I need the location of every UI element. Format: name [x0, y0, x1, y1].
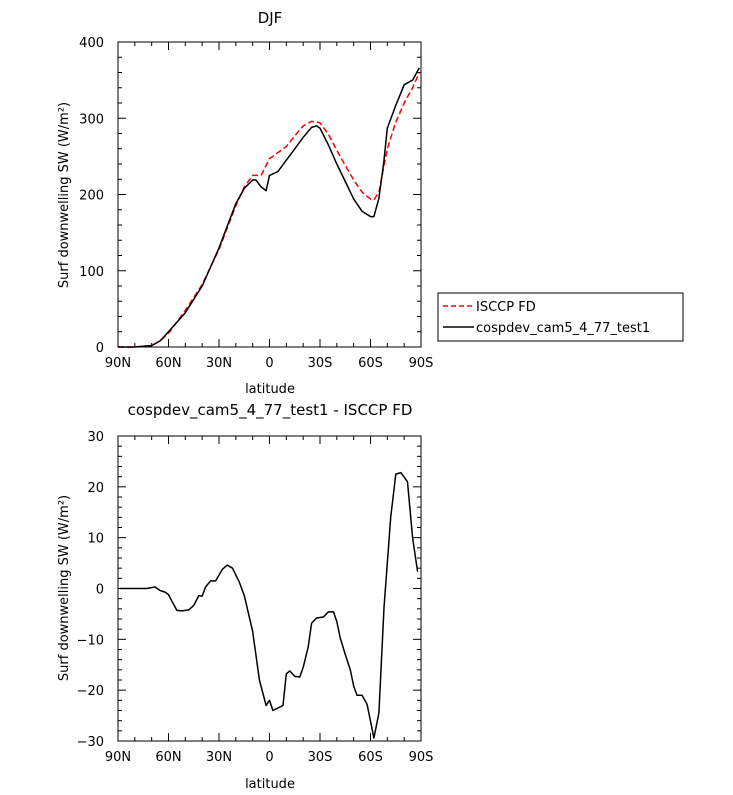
chart-title: cospdev_cam5_4_77_test1 - ISCCP FD	[128, 401, 413, 420]
x-tick-label: 90N	[105, 356, 131, 371]
x-tick-label: 30S	[308, 356, 333, 371]
x-axis-label: latitude	[245, 382, 295, 397]
x-tick-label: 90N	[105, 750, 131, 765]
y-tick-label: −30	[77, 735, 104, 750]
legend-label-model: cospdev_cam5_4_77_test1	[476, 321, 650, 336]
x-tick-label: 0	[265, 750, 273, 765]
legend-label-isccp: ISCCP FD	[476, 300, 536, 315]
y-tick-label: 0	[96, 341, 104, 356]
y-tick-label: 30	[87, 430, 104, 445]
y-axis-label: Surf downwelling SW (W/m²)	[57, 102, 72, 288]
legend-box	[437, 292, 684, 342]
x-tick-label: 90S	[409, 356, 434, 371]
climatology-chart: DJF latitude Surf downwelling SW (W/m²) …	[57, 9, 433, 397]
y-tick-label: 100	[79, 265, 104, 280]
x-tick-label: 30S	[308, 750, 333, 765]
axis-ticks: 90N 60N 30N 0 30S 60S 90S 0 100 200 300 400	[79, 36, 433, 371]
x-tick-label: 30N	[206, 356, 232, 371]
series-line-0	[119, 471, 419, 739]
x-tick-label: 0	[265, 356, 273, 371]
x-tick-label: 60N	[155, 356, 181, 371]
x-tick-label: 60S	[358, 356, 383, 371]
plot-frame	[117, 41, 422, 348]
x-tick-label: 60N	[155, 750, 181, 765]
difference-chart: cospdev_cam5_4_77_test1 - ISCCP FD latit…	[57, 401, 433, 792]
y-tick-label: 20	[87, 481, 104, 496]
x-tick-label: 30N	[206, 750, 232, 765]
x-tick-label: 90S	[409, 750, 434, 765]
series-line-0	[118, 72, 420, 348]
y-tick-label: 400	[79, 36, 104, 51]
plot-frame	[117, 435, 422, 742]
y-tick-label: 300	[79, 112, 104, 127]
legend: ISCCP FD cospdev_cam5_4_77_test1	[437, 292, 684, 342]
y-axis-label: Surf downwelling SW (W/m²)	[57, 495, 72, 681]
axis-ticks: 90N 60N 30N 0 30S 60S 90S −30 −20 −10 0 10 20 30	[77, 430, 434, 765]
chart-title: DJF	[258, 9, 283, 27]
plot-lines	[118, 67, 420, 348]
y-tick-label: −10	[77, 633, 104, 648]
y-tick-label: 0	[96, 583, 104, 598]
y-tick-label: 200	[79, 189, 104, 204]
y-tick-label: −20	[77, 684, 104, 699]
series-line-1	[118, 67, 420, 348]
plot-lines	[119, 471, 419, 739]
y-tick-label: 10	[87, 532, 104, 547]
x-tick-label: 60S	[358, 750, 383, 765]
x-axis-label: latitude	[245, 777, 295, 792]
